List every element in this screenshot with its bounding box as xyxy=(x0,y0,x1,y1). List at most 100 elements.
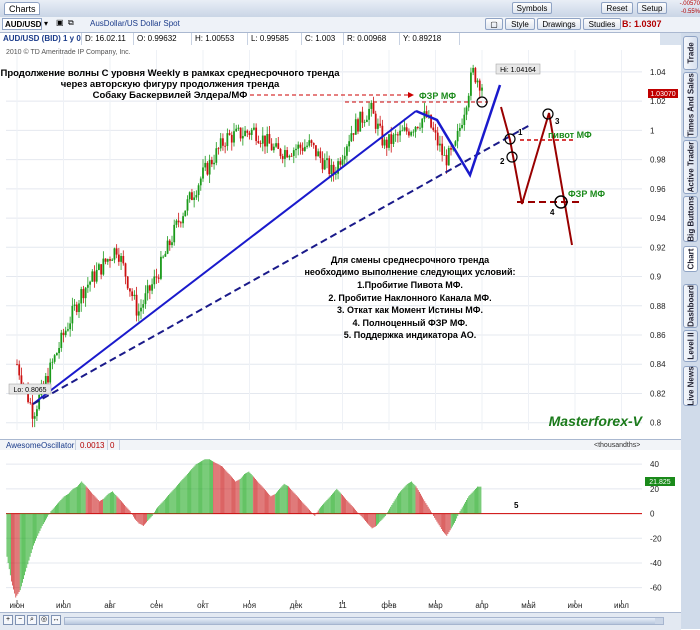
candle xyxy=(29,397,32,405)
side-tab-live-news[interactable]: Live News xyxy=(683,366,698,406)
price-tick-label: 0.92 xyxy=(650,243,666,252)
condition-1: 1.Пробитие Пивота МФ. xyxy=(357,280,463,290)
side-tab-big-buttons[interactable]: Big Buttons xyxy=(683,196,698,242)
candle xyxy=(295,144,297,158)
candle xyxy=(476,78,479,88)
candle xyxy=(270,138,273,151)
candle xyxy=(235,124,238,132)
candle xyxy=(102,251,105,276)
scroll-thumb[interactable] xyxy=(65,618,655,624)
symbol-input[interactable]: AUD/USD xyxy=(2,18,42,30)
candle xyxy=(197,183,200,202)
side-tab-trade[interactable]: Trade xyxy=(683,36,698,70)
candle xyxy=(299,142,302,155)
condition-4: 4. Полноценный ФЗР МФ. xyxy=(352,318,467,328)
candle xyxy=(275,137,277,148)
time-scrollbar[interactable] xyxy=(64,617,664,625)
trend-line-dashed[interactable] xyxy=(32,124,531,405)
candle xyxy=(228,129,231,136)
candle xyxy=(177,212,180,228)
candle xyxy=(257,135,260,144)
price-chart[interactable]: 0.8 0.82 0.84 0.86 0.88 0.9 0.92 0.94 0.96 0.98 1 1… xyxy=(0,45,681,439)
candle xyxy=(126,275,129,291)
candle xyxy=(348,134,351,152)
zoom-in-icon[interactable]: + xyxy=(3,615,13,625)
zoom-out-icon[interactable]: − xyxy=(15,615,25,625)
trend-line-solid[interactable] xyxy=(32,110,417,405)
instrument-label[interactable]: AUD/USD (BID) 1 y 0 xyxy=(0,33,82,45)
side-tab-chart[interactable]: Chart xyxy=(683,246,698,272)
detach-icon[interactable]: ▢ xyxy=(485,18,503,30)
side-tab-level-ii[interactable]: Level II xyxy=(683,330,698,362)
candle xyxy=(472,64,475,76)
candle xyxy=(155,268,158,284)
candle xyxy=(84,286,87,307)
arrow-icon[interactable]: ↔ xyxy=(51,615,61,625)
candle xyxy=(465,105,468,121)
indicator-name[interactable]: AwesomeOscillator xyxy=(6,440,76,451)
studies-button[interactable]: Studies xyxy=(583,18,621,30)
chevron-down-icon[interactable]: ▾ xyxy=(44,19,49,28)
candle xyxy=(186,195,189,216)
reset-button[interactable]: Reset xyxy=(601,2,633,14)
candle xyxy=(224,142,227,154)
candle xyxy=(410,130,413,137)
side-tab-dashboard[interactable]: Dashboard xyxy=(683,284,698,328)
time-tick-label: июл xyxy=(56,601,71,610)
symbols-button[interactable]: Symbols xyxy=(512,2,552,14)
candle xyxy=(277,136,280,150)
candle xyxy=(450,145,452,156)
style-button[interactable]: Style xyxy=(505,18,535,30)
tab-charts[interactable]: Charts xyxy=(4,2,40,15)
candle xyxy=(16,359,18,366)
candle xyxy=(414,126,417,138)
candle xyxy=(80,286,83,312)
candle xyxy=(383,136,386,149)
time-tick-label: мар xyxy=(428,601,443,610)
candle xyxy=(310,139,313,147)
candle xyxy=(297,141,300,156)
candle xyxy=(259,140,262,148)
candle xyxy=(392,132,395,147)
circle-marker xyxy=(506,151,518,163)
link-icon[interactable]: ⧉ xyxy=(68,18,74,27)
wave-lines[interactable] xyxy=(415,84,502,178)
side-tab-active-trader[interactable]: Active Trader xyxy=(683,140,698,194)
candle xyxy=(368,102,370,126)
time-tick-label: дек xyxy=(290,601,303,610)
candle xyxy=(133,290,136,300)
candle xyxy=(401,125,404,132)
projection-path[interactable] xyxy=(500,106,573,246)
candle xyxy=(436,126,439,151)
candle xyxy=(399,123,401,142)
candle xyxy=(233,123,235,147)
conditions-title-2: необходимо выполнение следующих условий: xyxy=(304,267,515,277)
bar-date: D: 16.02.11 xyxy=(82,33,134,45)
osc-tick-label: -60 xyxy=(650,584,662,593)
time-tick-label: май xyxy=(521,601,535,610)
side-tab-times-and-sales[interactable]: Times And Sales xyxy=(683,72,698,138)
time-tick-label: июн xyxy=(10,601,25,610)
candle xyxy=(217,147,220,155)
candle xyxy=(199,176,202,191)
hi-label-box xyxy=(495,63,541,75)
price-tick-label: 0.98 xyxy=(650,156,666,165)
candle xyxy=(288,154,291,161)
fit-icon[interactable]: ◎ xyxy=(39,615,49,625)
zoom-reset-icon[interactable]: ⌕ xyxy=(27,615,37,625)
fzr-right-label: ФЗР МФ xyxy=(568,189,605,199)
candle xyxy=(86,277,89,293)
drawings-button[interactable]: Drawings xyxy=(537,18,581,30)
oscillator-chart[interactable]: -60 -40 -20 0 20 40 июн июл авг сен окт ноя дек 11 фе… xyxy=(0,450,681,612)
wave-number-3: 3 xyxy=(555,117,560,126)
bar-close: C: 1.003 xyxy=(302,33,344,45)
candle xyxy=(337,158,339,180)
lock-icon[interactable]: ▣ xyxy=(56,18,64,27)
candle xyxy=(148,284,151,300)
candle xyxy=(120,253,122,271)
candle xyxy=(246,129,249,138)
setup-button[interactable]: Setup xyxy=(637,2,667,14)
time-tick-label: ноя xyxy=(243,601,256,610)
candle xyxy=(93,265,96,288)
